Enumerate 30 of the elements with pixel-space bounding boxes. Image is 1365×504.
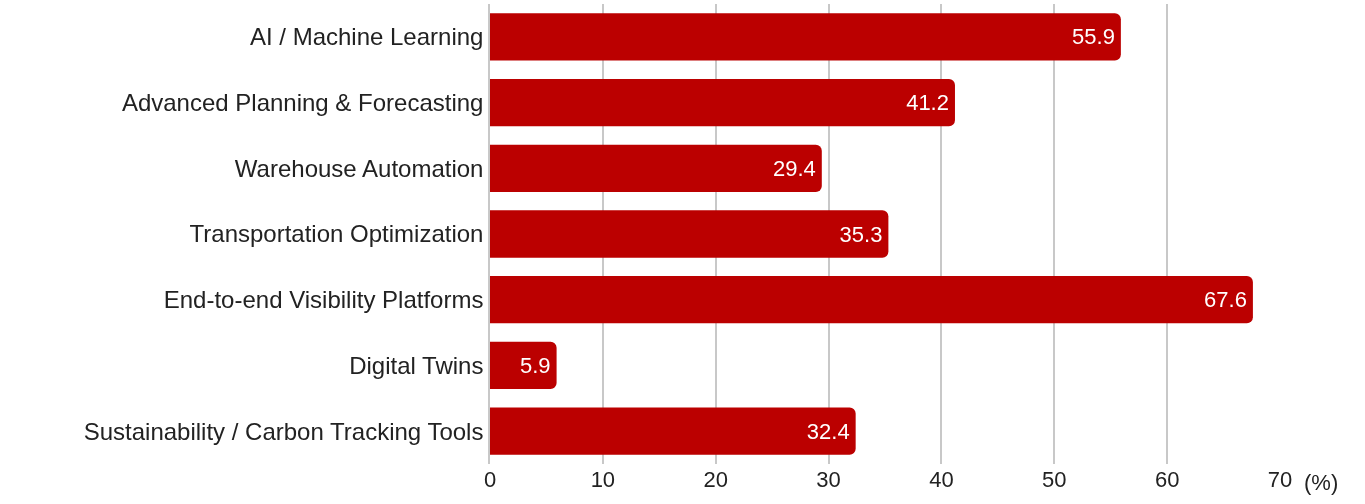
y-tick-label: End-to-end Visibility Platforms: [163, 286, 484, 314]
bar: [490, 276, 1253, 324]
data-label: 29.4: [772, 155, 816, 181]
x-tick-label: 60: [1154, 467, 1180, 492]
x-tick-label: 0: [483, 467, 497, 492]
data-label: 41.2: [906, 90, 949, 116]
data-label: 5.9: [520, 352, 551, 378]
bar: [490, 407, 856, 455]
y-tick-label: Warehouse Automation: [234, 154, 484, 182]
x-tick-label: 70: [1267, 467, 1293, 492]
bar: [490, 144, 822, 192]
x-axis-title: (%): [1304, 470, 1339, 495]
data-label: 35.3: [839, 221, 883, 247]
y-tick-label: Advanced Planning & Forecasting: [121, 88, 484, 116]
x-tick-label: 30: [816, 467, 841, 492]
x-tick-label: 10: [590, 467, 616, 492]
data-label: 67.6: [1204, 287, 1247, 313]
y-tick-label: Sustainability / Carbon Tracking Tools: [83, 417, 484, 445]
y-tick-label: Transportation Optimization: [189, 220, 484, 248]
bar: [490, 78, 955, 127]
data-label: 55.9: [1072, 24, 1115, 50]
x-tick-label: 40: [929, 467, 954, 492]
y-tick-label: Digital Twins: [349, 351, 484, 379]
bar: [490, 13, 1121, 61]
data-label: 32.4: [806, 418, 850, 444]
y-tick-label: AI / Machine Learning: [249, 23, 484, 51]
x-tick-label: 50: [1042, 467, 1067, 492]
bar: [490, 210, 889, 258]
x-tick-label: 20: [703, 467, 728, 492]
bar: [490, 341, 557, 390]
